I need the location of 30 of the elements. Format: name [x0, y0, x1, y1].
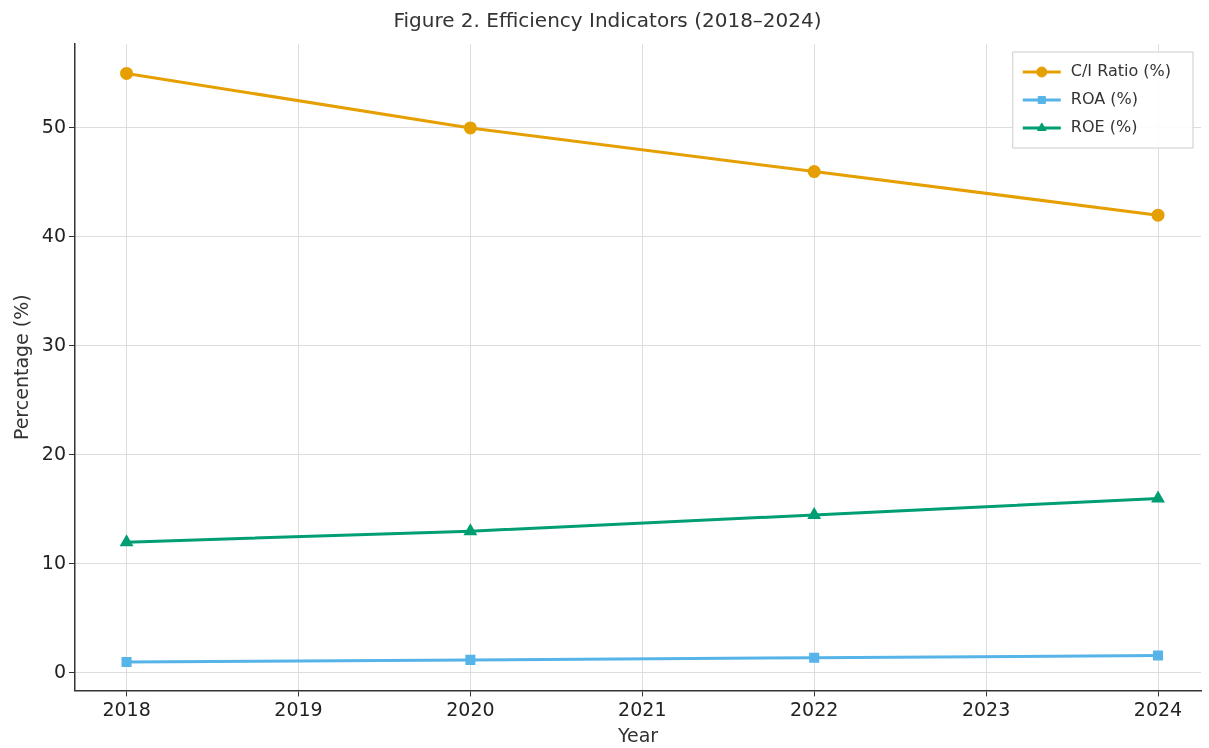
x-tick-label: 2023: [961, 697, 1011, 720]
chart-title: Figure 2. Efficiency Indicators (2018–2024): [393, 8, 822, 33]
point: [809, 652, 820, 663]
point: [120, 66, 134, 80]
point: [120, 535, 133, 547]
point: [121, 657, 132, 668]
point: [1152, 650, 1164, 661]
x-tick-label: 2022: [790, 697, 839, 720]
point: [808, 508, 821, 519]
legend-label: ROE (%): [1070, 117, 1138, 137]
x-axis-title: Year: [616, 723, 659, 746]
y-tick-label: 0: [53, 659, 66, 682]
y-axis-title: Percentage (%): [10, 294, 33, 441]
point: [463, 121, 477, 135]
legend-label: C/I Ratio (%): [1070, 61, 1171, 81]
point: [807, 165, 821, 179]
y-tick-label: 30: [41, 332, 66, 355]
y-tick-label: 40: [41, 223, 66, 246]
point: [464, 524, 477, 536]
point: [465, 654, 476, 665]
x-tick-label: 2018: [102, 697, 151, 720]
x-tick-label: 2020: [446, 697, 495, 720]
y-tick-label: 10: [41, 550, 66, 573]
legend-label: ROA (%): [1070, 89, 1138, 109]
point: [1151, 208, 1165, 222]
y-tick-label: 50: [41, 114, 66, 137]
x-tick-label: 2024: [1133, 697, 1183, 720]
x-tick-label: 2019: [274, 697, 323, 720]
y-tick-label: 20: [41, 441, 66, 464]
x-tick-label: 2021: [618, 697, 667, 720]
